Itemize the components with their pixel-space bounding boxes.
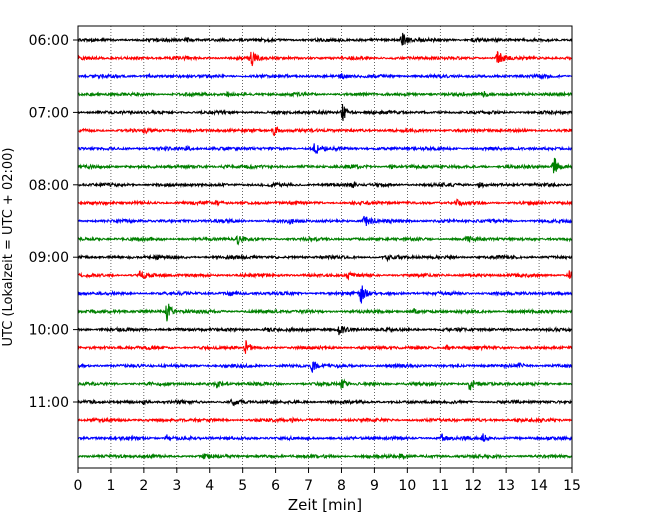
trace-0930	[77, 285, 573, 304]
x-tick-label: 12	[464, 478, 482, 494]
x-tick-label: 6	[271, 478, 280, 494]
trace-1045	[77, 378, 573, 391]
y-axis-ticks: 06:00 07:00 08:00 09:00 10:00 11:00	[29, 33, 78, 411]
trace-0645	[77, 90, 573, 98]
trace-0600	[77, 32, 573, 46]
x-tick-label: 1	[106, 478, 115, 494]
x-axis-ticks: 0 1 2 3 4 5 6 7 8 9 10 11 12 13 14 15	[74, 468, 581, 494]
trace-0945	[77, 303, 573, 322]
x-tick-label: 3	[172, 478, 181, 494]
trace-0730	[77, 143, 573, 154]
seismic-traces	[77, 32, 573, 461]
trace-0700	[77, 103, 573, 121]
trace-0845	[77, 235, 573, 246]
trace-0630	[77, 72, 573, 81]
y-tick-label: 06:00	[29, 33, 69, 49]
y-axis-label: UTC (Lokalzeit = UTC + 02:00)	[1, 148, 16, 347]
x-tick-label: 9	[370, 478, 379, 494]
trace-1115	[77, 416, 573, 424]
trace-1000	[77, 325, 573, 336]
plot-background	[78, 26, 572, 468]
x-tick-label: 8	[337, 478, 346, 494]
trace-0815	[77, 198, 573, 207]
x-tick-label: 14	[530, 478, 548, 494]
trace-1130	[77, 433, 573, 442]
x-tick-label: 13	[497, 478, 515, 494]
y-tick-label: 11:00	[29, 395, 69, 411]
trace-1145	[77, 452, 573, 461]
x-tick-label: 5	[238, 478, 247, 494]
x-tick-label: 0	[74, 478, 83, 494]
x-tick-label: 4	[205, 478, 214, 494]
trace-0830	[77, 215, 573, 227]
y-tick-label: 10:00	[29, 323, 69, 339]
x-tick-label: 2	[139, 478, 148, 494]
y-tick-label: 08:00	[29, 178, 69, 194]
trace-0915	[77, 270, 573, 281]
plot-frame	[77, 25, 573, 469]
y-tick-label: 07:00	[29, 105, 69, 121]
trace-1015	[77, 340, 573, 354]
trace-0615	[77, 50, 573, 67]
trace-0745	[77, 157, 573, 174]
x-tick-label: 10	[398, 478, 416, 494]
x-tick-label: 15	[563, 478, 581, 494]
y-tick-label: 09:00	[29, 250, 69, 266]
x-tick-label: 11	[431, 478, 449, 494]
trace-1030	[77, 361, 573, 373]
trace-1100	[77, 398, 573, 407]
x-axis-label: Zeit [min]	[288, 496, 362, 514]
trace-0900	[77, 253, 573, 263]
x-tick-label: 7	[304, 478, 313, 494]
trace-0800	[77, 180, 573, 189]
trace-0715	[77, 126, 573, 137]
